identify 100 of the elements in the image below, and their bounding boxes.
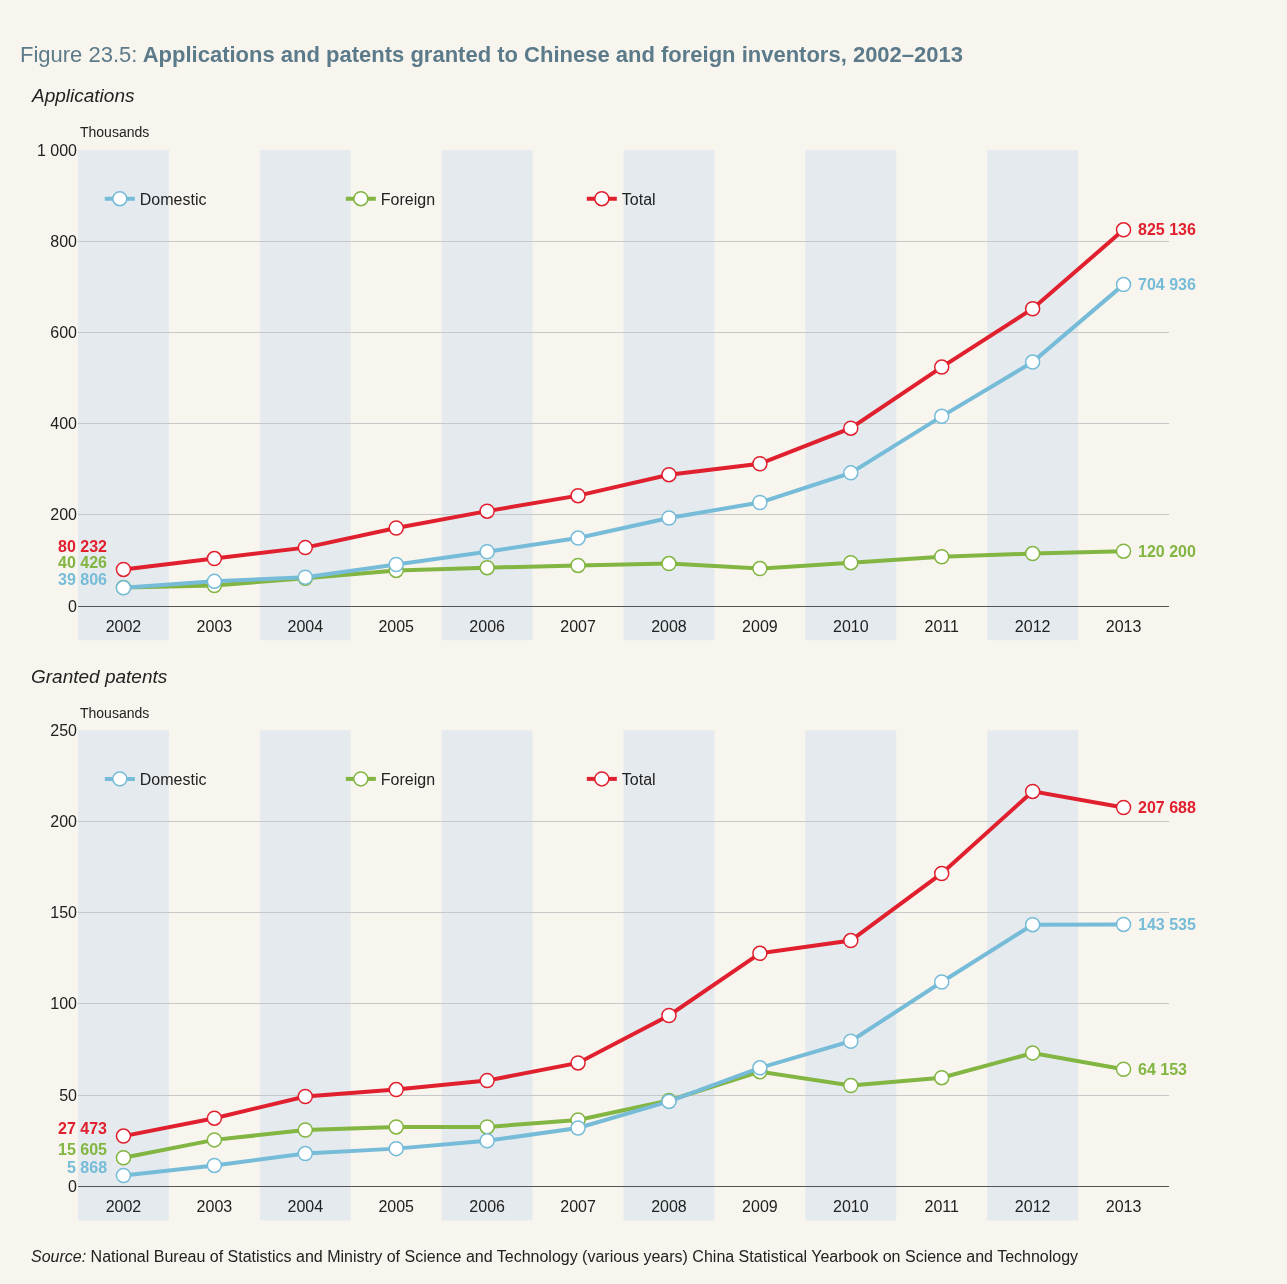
point <box>297 1145 314 1162</box>
point <box>752 494 768 511</box>
x-tick-label: 2009 <box>742 1198 778 1216</box>
x-tick-label: 2013 <box>1105 1198 1142 1216</box>
point <box>297 1088 314 1105</box>
point <box>661 466 677 483</box>
point <box>570 557 586 574</box>
point <box>388 1140 404 1157</box>
y-tick-label: 200 <box>50 813 78 831</box>
x-tick-label: 2007 <box>560 1198 596 1216</box>
point <box>479 559 495 576</box>
chart-title: Granted patents <box>31 666 168 687</box>
legend-label: Foreign <box>380 190 436 208</box>
point <box>1024 1045 1041 1061</box>
point <box>843 1077 859 1094</box>
x-tick-label: 2011 <box>924 618 960 636</box>
point <box>388 1119 404 1135</box>
point <box>752 1060 768 1076</box>
point <box>933 1069 950 1086</box>
point <box>1024 783 1041 800</box>
point <box>1024 300 1041 317</box>
point <box>1115 1061 1132 1077</box>
annotation: 64 153 <box>1138 1061 1188 1078</box>
point <box>752 945 768 962</box>
point <box>1024 545 1041 562</box>
point <box>206 550 223 567</box>
annotation: 704 936 <box>1138 276 1196 293</box>
point <box>933 359 950 375</box>
point <box>661 1007 677 1024</box>
point <box>479 1133 495 1149</box>
x-tick-label: 2002 <box>105 1198 142 1216</box>
point <box>843 420 859 436</box>
x-tick-label: 2013 <box>1105 618 1142 636</box>
y-tick-label: 600 <box>50 324 78 342</box>
y-tick-label: 150 <box>50 904 78 922</box>
point <box>570 530 586 546</box>
point <box>115 1128 132 1144</box>
y-axis-title: Thousands <box>80 705 150 721</box>
point <box>206 573 223 590</box>
point <box>752 560 768 577</box>
point <box>388 556 404 573</box>
y-tick-label: 50 <box>59 1086 78 1104</box>
annotation: 27 473 <box>58 1120 108 1137</box>
point <box>1115 916 1132 933</box>
annotation: 120 200 <box>1138 543 1196 560</box>
x-tick-label: 2012 <box>1014 618 1051 636</box>
legend-label: Foreign <box>380 771 436 789</box>
annotation: 825 136 <box>1138 221 1196 238</box>
point <box>752 455 768 472</box>
x-tick-label: 2003 <box>196 618 233 636</box>
y-axis-title: Thousands <box>80 124 150 140</box>
x-tick-label: 2006 <box>469 618 506 636</box>
x-tick-label: 2004 <box>287 1198 324 1216</box>
point <box>1115 222 1132 238</box>
point <box>297 539 314 556</box>
annotation: 40 426 <box>58 554 108 571</box>
legend-label: Total <box>621 771 656 789</box>
point <box>843 932 859 949</box>
x-tick-label: 2008 <box>651 618 687 636</box>
point <box>933 974 950 990</box>
point <box>206 1110 223 1126</box>
legend-label: Total <box>621 190 656 208</box>
x-tick-label: 2010 <box>832 1198 869 1216</box>
annotation: 80 232 <box>58 538 108 555</box>
point <box>933 548 950 565</box>
annotation: 5 868 <box>67 1159 108 1176</box>
point <box>1024 354 1041 370</box>
point <box>570 1055 586 1071</box>
point <box>1115 799 1132 816</box>
point <box>843 554 859 571</box>
point <box>479 1072 495 1089</box>
point <box>206 1132 223 1148</box>
legend-label: Domestic <box>139 190 207 208</box>
point <box>1115 276 1132 293</box>
x-tick-label: 2003 <box>196 1198 233 1216</box>
y-tick-label: 400 <box>50 415 78 433</box>
y-tick-label: 250 <box>50 721 78 739</box>
x-tick-label: 2008 <box>651 1198 687 1216</box>
x-tick-label: 2005 <box>378 618 415 636</box>
point <box>479 1119 495 1135</box>
annotation: 207 688 <box>1138 799 1196 816</box>
point <box>388 1081 404 1098</box>
point <box>115 1167 132 1184</box>
y-tick-label: 100 <box>50 995 78 1013</box>
point <box>843 465 859 481</box>
annotation: 15 605 <box>58 1141 108 1158</box>
x-tick-label: 2002 <box>105 618 142 636</box>
x-tick-label: 2007 <box>560 618 596 636</box>
x-tick-label: 2004 <box>287 618 324 636</box>
legend-label: Domestic <box>139 771 207 789</box>
y-tick-label: 1 000 <box>36 141 78 159</box>
annotation: 39 806 <box>58 571 108 588</box>
point <box>661 555 677 572</box>
point <box>479 503 495 519</box>
x-tick-label: 2009 <box>742 618 778 636</box>
source-note: Source: National Bureau of Statistics and Ministry of Science and Technology (various years) China Statistical Yearbook on Science and Technology <box>31 1248 1079 1265</box>
y-tick-label: 800 <box>50 232 78 250</box>
point <box>843 1033 859 1049</box>
point <box>570 487 586 504</box>
y-tick-label: 200 <box>50 506 78 524</box>
